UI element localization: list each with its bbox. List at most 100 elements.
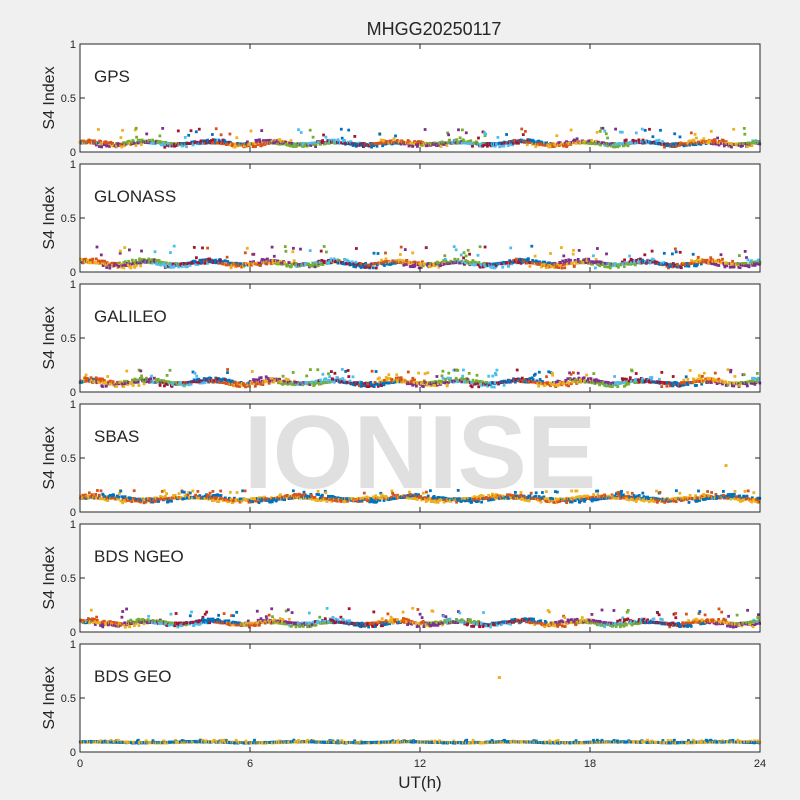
data-point bbox=[455, 500, 458, 504]
data-point bbox=[613, 145, 616, 149]
data-point bbox=[729, 368, 733, 372]
data-point bbox=[629, 262, 633, 266]
data-point bbox=[390, 378, 394, 381]
data-point bbox=[422, 381, 426, 384]
data-point bbox=[81, 261, 85, 265]
data-point bbox=[383, 260, 387, 263]
data-point bbox=[756, 258, 760, 262]
data-point bbox=[249, 498, 252, 502]
data-point bbox=[414, 263, 417, 267]
data-point bbox=[419, 140, 423, 144]
data-point bbox=[590, 138, 593, 142]
data-point bbox=[446, 376, 450, 380]
data-point bbox=[153, 258, 156, 262]
data-point bbox=[564, 258, 568, 262]
data-point bbox=[369, 381, 373, 384]
data-point bbox=[634, 131, 638, 135]
data-point bbox=[713, 371, 717, 375]
data-point bbox=[519, 140, 522, 144]
data-point bbox=[254, 378, 258, 382]
data-point bbox=[266, 377, 270, 380]
data-point bbox=[294, 263, 297, 267]
data-point bbox=[259, 376, 263, 379]
data-point bbox=[243, 251, 247, 255]
data-point bbox=[598, 129, 602, 133]
data-point bbox=[687, 264, 691, 268]
data-point bbox=[365, 385, 369, 388]
data-point bbox=[367, 385, 371, 388]
data-point bbox=[537, 384, 541, 388]
data-point bbox=[755, 372, 759, 375]
data-point bbox=[353, 262, 357, 266]
data-point bbox=[725, 264, 729, 268]
data-point bbox=[643, 253, 647, 257]
data-point bbox=[456, 489, 460, 492]
data-point bbox=[546, 497, 550, 501]
data-point bbox=[478, 245, 482, 249]
data-point bbox=[639, 379, 643, 382]
data-point bbox=[452, 261, 456, 265]
data-point bbox=[692, 378, 696, 382]
data-point bbox=[429, 384, 433, 388]
data-point bbox=[90, 261, 93, 265]
data-point bbox=[383, 264, 386, 267]
data-point bbox=[746, 258, 750, 262]
data-point bbox=[536, 497, 540, 501]
data-point bbox=[462, 251, 466, 255]
data-point bbox=[545, 375, 548, 379]
data-point bbox=[201, 246, 204, 250]
data-point bbox=[162, 379, 166, 383]
data-point bbox=[554, 380, 558, 384]
data-point bbox=[101, 264, 105, 267]
data-point bbox=[522, 497, 526, 501]
data-point bbox=[596, 493, 600, 496]
data-point bbox=[431, 380, 435, 384]
data-point bbox=[234, 381, 237, 384]
data-point bbox=[286, 382, 290, 386]
data-point bbox=[512, 258, 516, 262]
data-point bbox=[467, 372, 471, 375]
data-point bbox=[110, 261, 114, 265]
data-point bbox=[641, 138, 645, 142]
data-point bbox=[569, 372, 573, 376]
plot-area bbox=[80, 164, 760, 272]
data-point bbox=[313, 496, 317, 499]
data-point bbox=[384, 257, 388, 261]
data-point bbox=[519, 261, 523, 265]
data-point bbox=[550, 264, 553, 268]
data-point bbox=[165, 492, 168, 495]
data-point bbox=[657, 138, 661, 142]
data-point bbox=[150, 258, 154, 262]
data-point bbox=[467, 140, 471, 144]
data-point bbox=[403, 261, 407, 265]
data-point bbox=[280, 380, 284, 383]
data-point bbox=[396, 259, 399, 263]
data-point bbox=[153, 376, 156, 380]
data-point bbox=[127, 259, 131, 263]
data-point bbox=[94, 143, 98, 147]
data-point bbox=[599, 143, 602, 147]
data-point bbox=[545, 141, 549, 145]
data-point bbox=[695, 379, 699, 383]
data-point bbox=[246, 140, 249, 144]
data-point bbox=[295, 265, 299, 268]
data-point bbox=[173, 264, 177, 267]
data-point bbox=[753, 377, 757, 381]
data-point bbox=[527, 257, 530, 261]
data-point bbox=[738, 384, 742, 387]
data-point bbox=[309, 144, 313, 147]
data-point bbox=[461, 377, 464, 380]
data-point bbox=[293, 142, 297, 146]
data-point bbox=[251, 500, 255, 503]
data-point bbox=[433, 264, 437, 268]
data-point bbox=[411, 144, 415, 148]
data-point bbox=[755, 380, 759, 383]
data-point bbox=[591, 262, 594, 266]
data-point bbox=[667, 266, 670, 270]
data-point bbox=[88, 378, 92, 382]
data-point bbox=[689, 131, 693, 135]
data-point bbox=[228, 132, 232, 136]
data-point bbox=[161, 495, 165, 499]
data-point bbox=[82, 496, 86, 500]
data-point bbox=[420, 381, 424, 384]
